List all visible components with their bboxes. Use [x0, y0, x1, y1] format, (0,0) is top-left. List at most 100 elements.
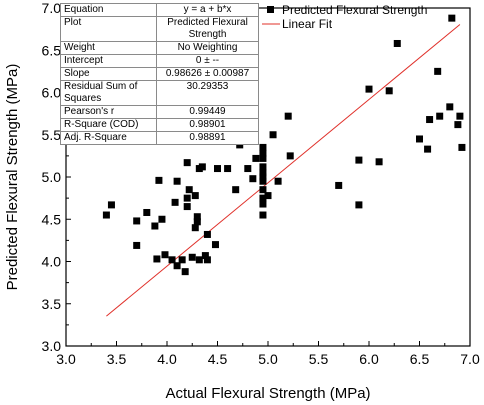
y-tick-label: 4.0 [42, 254, 62, 270]
data-point [365, 85, 373, 93]
data-point [454, 121, 462, 129]
data-point [102, 211, 110, 219]
data-point [393, 39, 401, 47]
data-point [188, 253, 196, 261]
data-point [259, 194, 267, 202]
data-point [183, 159, 191, 167]
x-tick-label: 6.5 [410, 351, 430, 367]
data-point [426, 116, 434, 124]
data-point [178, 256, 186, 264]
data-point [456, 112, 464, 120]
stats-label: Plot [60, 16, 157, 42]
data-point [198, 163, 206, 171]
stats-value: No Weighting [156, 41, 259, 55]
stats-label: Equation [60, 3, 157, 17]
data-point [155, 176, 163, 184]
stats-row: Weight No Weighting [60, 41, 259, 55]
data-point [244, 165, 252, 173]
data-point [191, 192, 199, 200]
data-points-layer [102, 14, 466, 276]
stats-row: Intercept 0 ± -- [60, 54, 259, 68]
data-point [183, 203, 191, 211]
data-point [133, 241, 141, 249]
stats-value: 0.98626 ± 0.00987 [156, 67, 259, 81]
stats-row: Plot Predicted Flexural Strength [60, 16, 259, 42]
data-point [259, 177, 267, 185]
data-point [416, 135, 423, 143]
stats-label: Weight [60, 41, 157, 55]
data-point [259, 211, 267, 219]
stats-row: Residual Sum of Squares 30.29353 [60, 80, 259, 106]
data-point [436, 112, 444, 120]
x-tick-label: 6.0 [359, 351, 379, 367]
x-tick-label: 5.0 [258, 351, 278, 367]
data-point [195, 256, 203, 264]
y-tick-label: 6.5 [42, 42, 62, 58]
stats-value: 0.99449 [156, 105, 259, 119]
y-tick-label: 7.0 [42, 0, 62, 16]
data-point [284, 112, 292, 120]
legend-label-fit: Linear Fit [282, 17, 333, 31]
chart-legend: Predicted Flexural Strength Linear Fit [262, 3, 427, 31]
stats-value: y = a + b*x [156, 3, 259, 17]
data-point [259, 149, 267, 157]
data-point [259, 163, 267, 171]
data-point [183, 194, 191, 202]
stats-value: 30.29353 [156, 80, 259, 106]
stats-row: Adj. R-Square 0.98891 [60, 131, 259, 145]
stats-row: R-Square (COD) 0.98901 [60, 118, 259, 132]
data-point [143, 208, 151, 216]
y-tick-label: 5.0 [42, 169, 62, 185]
y-tick-label: 4.5 [42, 211, 62, 227]
data-point [355, 156, 363, 164]
data-point [107, 201, 115, 209]
data-point [173, 177, 181, 185]
stats-value: 0 ± -- [156, 54, 259, 68]
data-point [375, 158, 383, 166]
data-point [249, 175, 257, 183]
data-point [424, 145, 432, 153]
data-point [274, 177, 282, 185]
data-point [203, 256, 211, 264]
y-tick-label: 3.0 [42, 338, 62, 354]
data-point [151, 222, 159, 230]
data-point [259, 173, 267, 181]
y-tick-label: 6.0 [42, 85, 62, 101]
data-point [335, 181, 343, 189]
data-point [193, 213, 201, 221]
data-point [434, 67, 442, 75]
stats-label: Adj. R-Square [60, 131, 157, 145]
stats-row: Equation y = a + b*x [60, 3, 259, 17]
data-point [193, 218, 201, 226]
data-point [168, 256, 176, 264]
data-point [259, 186, 267, 194]
stats-value: Predicted Flexural Strength [156, 16, 259, 42]
stats-value: 0.98891 [156, 131, 259, 145]
data-point [211, 241, 219, 249]
stats-label: Slope [60, 67, 157, 81]
data-point [355, 201, 363, 209]
data-point [259, 169, 267, 177]
linear-fit-line [106, 24, 461, 317]
data-point [224, 165, 232, 173]
data-point [286, 152, 294, 160]
data-point [214, 165, 221, 173]
data-point [446, 103, 454, 111]
data-point [133, 217, 141, 225]
stats-row: Pearson's r 0.99449 [60, 105, 259, 119]
data-point [232, 186, 240, 194]
data-point [181, 268, 189, 276]
y-tick-label: 5.5 [42, 127, 62, 143]
legend-label-points: Predicted Flexural Strength [282, 3, 427, 17]
x-tick-label: 3.5 [107, 351, 127, 367]
data-point [173, 262, 181, 270]
data-point [269, 131, 277, 139]
x-tick-label: 5.5 [309, 351, 329, 367]
data-point [259, 200, 267, 208]
x-tick-label: 7.0 [460, 351, 480, 367]
legend-scatter-marker [267, 6, 274, 13]
stats-value: 0.98901 [156, 118, 259, 132]
stats-label: Residual Sum of Squares [60, 80, 157, 106]
data-point [171, 198, 179, 206]
